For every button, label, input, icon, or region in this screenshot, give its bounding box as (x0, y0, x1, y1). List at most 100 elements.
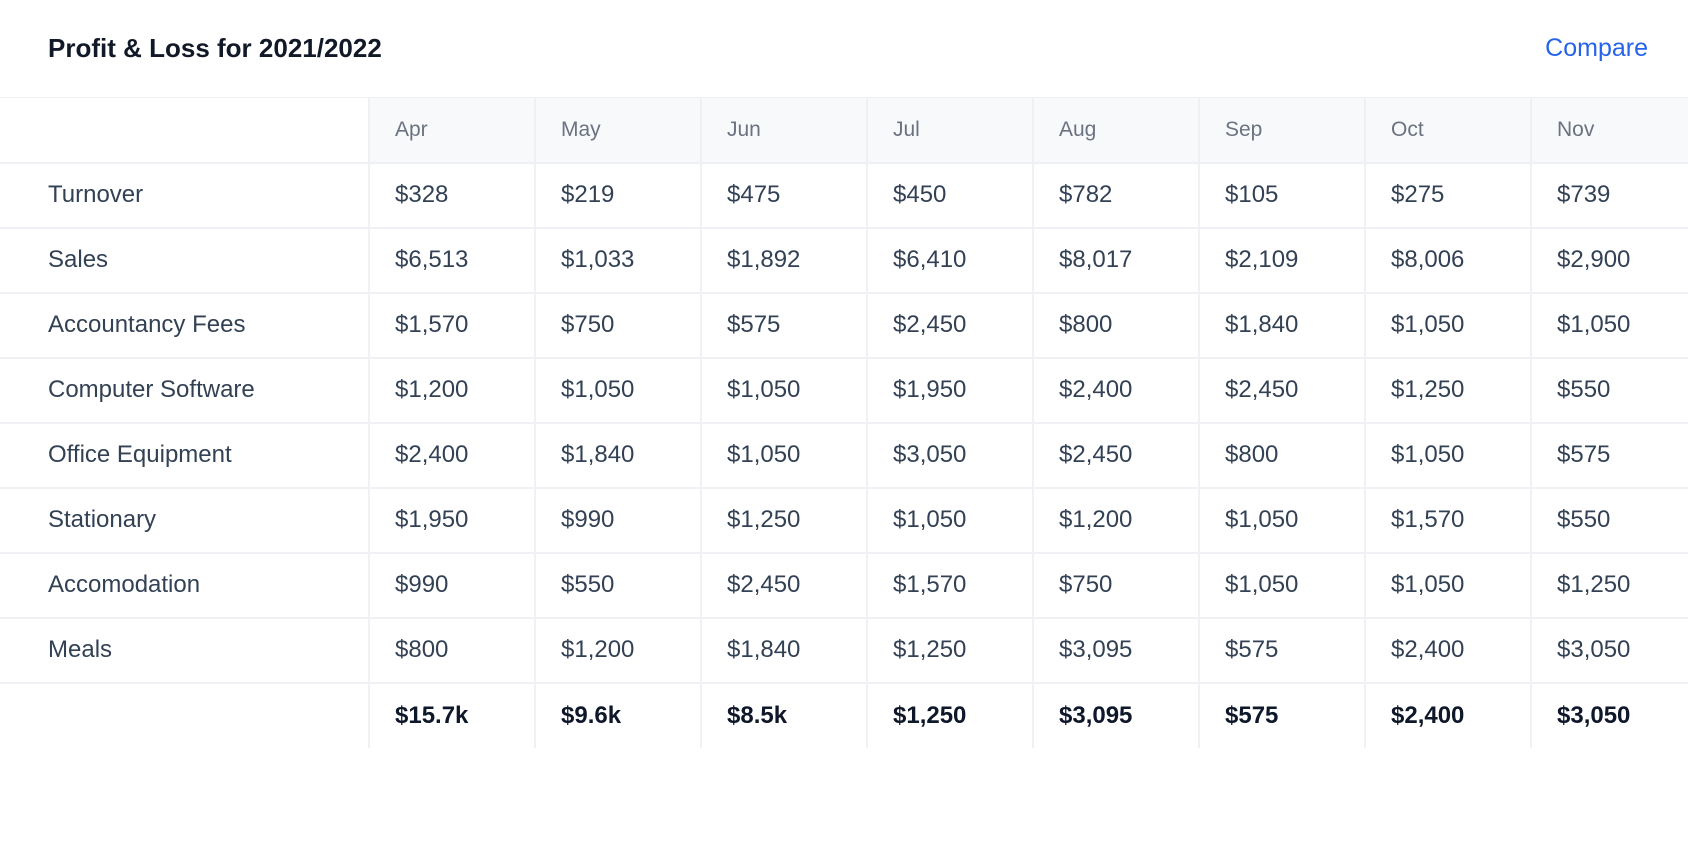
value-cell: $550 (1530, 357, 1688, 424)
value-cell: $575 (700, 292, 867, 359)
value-cell: $1,050 (700, 357, 867, 424)
value-cell: $990 (534, 487, 701, 554)
value-cell: $1,250 (1530, 552, 1688, 619)
value-cell: $750 (534, 292, 701, 359)
column-header-may: May (534, 97, 701, 164)
column-header-oct: Oct (1364, 97, 1531, 164)
value-cell: $2,109 (1198, 227, 1365, 294)
column-header-sep: Sep (1198, 97, 1365, 164)
row-label: Stationary (0, 487, 369, 554)
value-cell: $739 (1530, 162, 1688, 229)
table-row: Computer Software $1,200 $1,050 $1,050 $1,95… (0, 357, 1688, 424)
compare-link[interactable]: Compare (1545, 34, 1648, 62)
value-cell: $550 (534, 552, 701, 619)
row-label: Accomodation (0, 552, 369, 619)
value-cell: $1,050 (1530, 292, 1688, 359)
value-cell: $6,410 (866, 227, 1033, 294)
value-cell: $1,250 (866, 617, 1033, 684)
total-cell: $9.6k (534, 682, 701, 748)
value-cell: $800 (368, 617, 535, 684)
value-cell: $3,050 (866, 422, 1033, 489)
column-header-jun: Jun (700, 97, 867, 164)
header-blank-cell (0, 97, 369, 164)
value-cell: $105 (1198, 162, 1365, 229)
value-cell: $1,033 (534, 227, 701, 294)
row-label: Sales (0, 227, 369, 294)
value-cell: $2,450 (1032, 422, 1199, 489)
value-cell: $2,400 (1364, 617, 1531, 684)
total-cell: $8.5k (700, 682, 867, 748)
value-cell: $475 (700, 162, 867, 229)
value-cell: $800 (1198, 422, 1365, 489)
value-cell: $1,250 (1364, 357, 1531, 424)
value-cell: $328 (368, 162, 535, 229)
row-label: Meals (0, 617, 369, 684)
totals-row: $15.7k $9.6k $8.5k $1,250 $3,095 $575 $2,400 $3… (0, 682, 1688, 748)
total-cell: $3,095 (1032, 682, 1199, 748)
column-header-jul: Jul (866, 97, 1033, 164)
value-cell: $275 (1364, 162, 1531, 229)
row-label: Turnover (0, 162, 369, 229)
row-label: Computer Software (0, 357, 369, 424)
column-header-aug: Aug (1032, 97, 1199, 164)
value-cell: $1,950 (368, 487, 535, 554)
table-row: Meals $800 $1,200 $1,840 $1,250 $3,095 $575 $2,… (0, 617, 1688, 684)
value-cell: $1,892 (700, 227, 867, 294)
value-cell: $1,570 (368, 292, 535, 359)
table-row: Accomodation $990 $550 $2,450 $1,570 $750 $1,0… (0, 552, 1688, 619)
value-cell: $2,450 (1198, 357, 1365, 424)
profit-loss-table: Apr May Jun Jul Aug Sep Oct Nov Turnover $328 $21… (0, 97, 1688, 748)
value-cell: $8,006 (1364, 227, 1531, 294)
value-cell: $1,250 (700, 487, 867, 554)
value-cell: $2,450 (866, 292, 1033, 359)
value-cell: $2,450 (700, 552, 867, 619)
value-cell: $2,400 (1032, 357, 1199, 424)
value-cell: $8,017 (1032, 227, 1199, 294)
value-cell: $575 (1198, 617, 1365, 684)
column-header-apr: Apr (368, 97, 535, 164)
value-cell: $800 (1032, 292, 1199, 359)
total-cell: $575 (1198, 682, 1365, 748)
value-cell: $575 (1530, 422, 1688, 489)
total-cell: $2,400 (1364, 682, 1531, 748)
table-row: Office Equipment $2,400 $1,840 $1,050 $3,050… (0, 422, 1688, 489)
value-cell: $1,840 (700, 617, 867, 684)
value-cell: $1,050 (1364, 292, 1531, 359)
total-cell: $15.7k (368, 682, 535, 748)
value-cell: $782 (1032, 162, 1199, 229)
value-cell: $1,840 (534, 422, 701, 489)
row-label: Accountancy Fees (0, 292, 369, 359)
table-row: Accountancy Fees $1,570 $750 $575 $2,450 $800… (0, 292, 1688, 359)
value-cell: $1,840 (1198, 292, 1365, 359)
value-cell: $1,050 (866, 487, 1033, 554)
total-cell: $3,050 (1530, 682, 1688, 748)
table-header-row: Apr May Jun Jul Aug Sep Oct Nov (0, 97, 1688, 164)
value-cell: $3,095 (1032, 617, 1199, 684)
value-cell: $1,200 (368, 357, 535, 424)
value-cell: $1,050 (1198, 552, 1365, 619)
card-header: Profit & Loss for 2021/2022 Compare (0, 0, 1688, 97)
value-cell: $1,050 (534, 357, 701, 424)
value-cell: $450 (866, 162, 1033, 229)
total-cell: $1,250 (866, 682, 1033, 748)
value-cell: $1,050 (1198, 487, 1365, 554)
value-cell: $1,570 (866, 552, 1033, 619)
value-cell: $1,200 (1032, 487, 1199, 554)
value-cell: $1,200 (534, 617, 701, 684)
value-cell: $1,050 (700, 422, 867, 489)
page-title: Profit & Loss for 2021/2022 (48, 33, 382, 63)
column-header-nov: Nov (1530, 97, 1688, 164)
value-cell: $1,050 (1364, 552, 1531, 619)
value-cell: $550 (1530, 487, 1688, 554)
row-label: Office Equipment (0, 422, 369, 489)
value-cell: $750 (1032, 552, 1199, 619)
value-cell: $6,513 (368, 227, 535, 294)
value-cell: $3,050 (1530, 617, 1688, 684)
value-cell: $2,900 (1530, 227, 1688, 294)
table-row: Sales $6,513 $1,033 $1,892 $6,410 $8,017 $2,10… (0, 227, 1688, 294)
value-cell: $1,050 (1364, 422, 1531, 489)
value-cell: $1,950 (866, 357, 1033, 424)
value-cell: $990 (368, 552, 535, 619)
totals-blank-cell (0, 683, 369, 748)
value-cell: $2,400 (368, 422, 535, 489)
